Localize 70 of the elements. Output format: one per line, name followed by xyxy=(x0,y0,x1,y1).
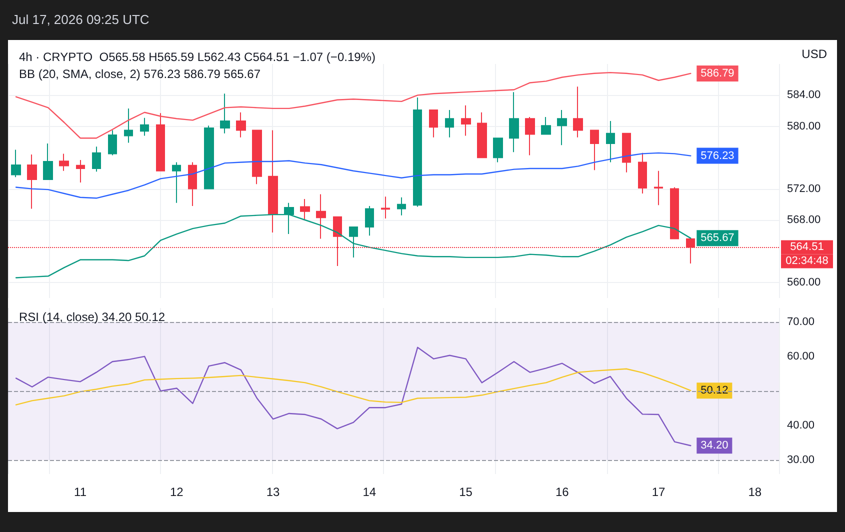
text: USD xyxy=(802,47,828,61)
candlestick xyxy=(76,159,85,184)
line-series xyxy=(15,368,692,406)
candlestick xyxy=(541,116,551,135)
candlestick xyxy=(590,130,599,171)
x-tick-label: 12 xyxy=(170,485,184,499)
data-label: 565.67 xyxy=(700,232,734,244)
candlestick xyxy=(316,194,326,240)
candlestick xyxy=(156,112,165,172)
candlestick xyxy=(59,153,69,172)
chart-subtitle: BB (20, SMA, close, 2) 576.23 586.79 565.67 xyxy=(19,67,261,81)
candlestick xyxy=(204,125,214,190)
y-tick-label: 580.00 xyxy=(787,120,821,132)
candlestick xyxy=(622,132,631,173)
candlestick xyxy=(509,92,519,153)
candlestick xyxy=(445,110,454,138)
candlestick xyxy=(654,170,663,206)
candlestick xyxy=(11,149,21,178)
x-tick-label: 11 xyxy=(74,485,87,499)
x-tick-label: 14 xyxy=(362,485,376,499)
candlestick xyxy=(220,93,230,134)
candlestick xyxy=(92,146,101,172)
candlestick xyxy=(429,110,438,138)
candlestick xyxy=(638,152,647,194)
candlestick xyxy=(477,112,487,158)
data-label: 34.20 xyxy=(700,440,728,452)
line-series xyxy=(15,346,692,446)
annotation: 564.51 xyxy=(790,241,824,254)
x-tick-label: 15 xyxy=(459,485,473,499)
candlestick xyxy=(606,120,615,163)
candlestick xyxy=(573,86,583,138)
candlestick xyxy=(140,117,149,136)
candlestick xyxy=(108,130,117,156)
candlestick xyxy=(124,108,133,144)
y-tick-label: 60.00 xyxy=(787,350,815,362)
candlestick xyxy=(557,110,567,146)
chart-title: 4h · CRYPTO O565.58 H565.59 L562.43 C564.51 −1.07 (−0.19%) xyxy=(19,50,376,64)
x-tick-label: 18 xyxy=(748,485,762,499)
candlestick xyxy=(381,196,390,219)
candlestick xyxy=(349,226,358,258)
data-label: 576.23 xyxy=(700,150,734,162)
y-tick-label: 560.00 xyxy=(787,276,821,288)
chart-title: RSI (14, close) 34.20 50.12 xyxy=(19,310,166,324)
candlestick xyxy=(525,116,535,156)
data-label: 586.79 xyxy=(700,67,734,80)
candlestick xyxy=(252,130,262,185)
y-tick-label: 30.00 xyxy=(787,454,815,466)
candlestick xyxy=(236,112,246,138)
y-tick-label: 70.00 xyxy=(787,316,815,328)
candlestick xyxy=(172,162,181,204)
x-tick-label: 17 xyxy=(652,485,666,499)
candlestick xyxy=(670,186,679,240)
y-tick-label: 584.00 xyxy=(787,89,821,102)
x-tick-label: 16 xyxy=(555,485,570,499)
candlestick xyxy=(493,138,503,163)
y-tick-label: 568.00 xyxy=(787,214,821,226)
candlestick xyxy=(397,196,406,216)
candlestick xyxy=(27,154,37,210)
text: Jul 17, 2026 09:25 UTC xyxy=(12,12,150,27)
candlestick xyxy=(43,143,53,180)
candlestick xyxy=(365,205,374,236)
annotation: 02:34:48 xyxy=(786,255,828,268)
candlestick xyxy=(188,162,197,206)
candlestick xyxy=(300,198,310,220)
y-tick-label: 40.00 xyxy=(787,420,815,432)
candlestick xyxy=(413,97,422,208)
line-series xyxy=(15,152,692,199)
candlestick xyxy=(461,104,471,136)
x-tick-label: 13 xyxy=(266,485,280,499)
y-tick-label: 572.00 xyxy=(787,182,821,195)
